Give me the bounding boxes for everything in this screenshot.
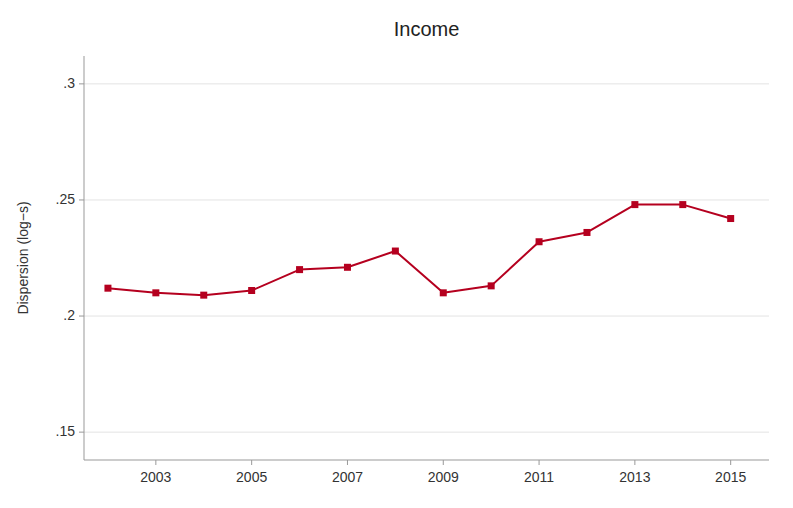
y-axis: .15 .2 .25 .3 (56, 75, 769, 439)
x-tick (251, 460, 252, 465)
series-line (108, 205, 731, 296)
y-axis-label: Dispersion (log−s) (15, 201, 31, 314)
marker (631, 201, 638, 208)
y-axis-line (84, 56, 85, 460)
marker (344, 264, 351, 271)
y-tick (79, 316, 84, 317)
x-tick (634, 460, 635, 465)
marker (536, 238, 543, 245)
x-tick-label: 2015 (715, 469, 746, 485)
marker (200, 292, 207, 299)
x-tick (347, 460, 348, 465)
marker (296, 266, 303, 273)
grid-line (84, 83, 769, 84)
y-tick (79, 199, 84, 200)
marker (152, 289, 159, 296)
grid-line (84, 199, 769, 200)
y-tick-label: .15 (56, 423, 76, 439)
y-tick-label: .25 (56, 191, 76, 207)
marker (392, 248, 399, 255)
marker (727, 215, 734, 222)
x-tick-label: 2007 (332, 469, 363, 485)
marker (440, 289, 447, 296)
marker (248, 287, 255, 294)
marker (679, 201, 686, 208)
x-tick-label: 2013 (619, 469, 650, 485)
page: {"chart_data": {"type": "line", "title":… (0, 0, 793, 508)
x-tick (730, 460, 731, 465)
x-tick (443, 460, 444, 465)
x-tick (539, 460, 540, 465)
chart-title: Income (394, 18, 460, 40)
x-tick-label: 2005 (236, 469, 267, 485)
chart-container: .15 .2 .25 .3 2003 2005 2007 2009 2011 2013 2015 Di… (0, 0, 793, 508)
marker (488, 282, 495, 289)
marker (104, 285, 111, 292)
grid-line (84, 316, 769, 317)
chart-svg: .15 .2 .25 .3 2003 2005 2007 2009 2011 2013 2015 Di… (0, 0, 793, 508)
x-tick-label: 2009 (428, 469, 459, 485)
x-tick-label: 2003 (140, 469, 171, 485)
plot-data (104, 201, 734, 299)
y-tick-label: .2 (63, 307, 75, 323)
x-axis: 2003 2005 2007 2009 2011 2013 2015 (140, 460, 746, 485)
x-tick-label: 2011 (524, 469, 554, 485)
marker (583, 229, 590, 236)
grid-line (84, 432, 769, 433)
x-axis-line (84, 460, 769, 461)
y-tick (79, 83, 84, 84)
x-tick (155, 460, 156, 465)
y-tick-label: .3 (63, 75, 75, 91)
y-tick (79, 432, 84, 433)
